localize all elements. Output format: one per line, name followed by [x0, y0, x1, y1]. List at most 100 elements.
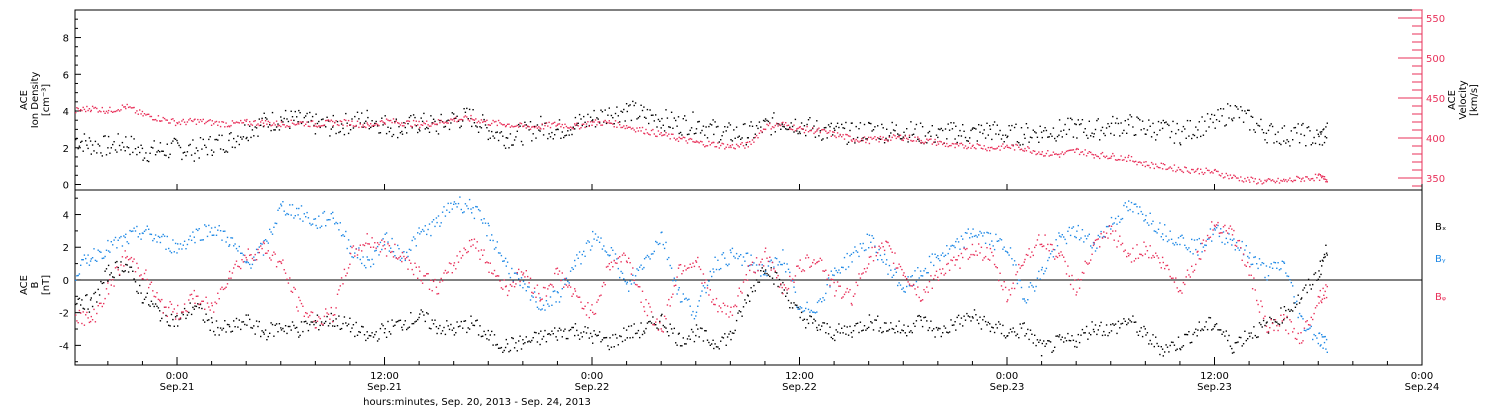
by-series-point [1218, 235, 1221, 238]
ion-density-series-point [836, 122, 839, 124]
ion-density-series-point [678, 132, 680, 135]
velocity-series-point [621, 126, 624, 129]
ion-density-series-point [800, 122, 803, 124]
by-series-point [473, 217, 476, 220]
velocity-series-point [1146, 164, 1149, 167]
velocity-series-point [1318, 179, 1321, 181]
velocity-series-point [459, 118, 461, 121]
ion-density-series-point [1075, 123, 1077, 126]
bx-series-point [1320, 273, 1322, 276]
ion-density-series-point [898, 134, 900, 136]
by-series-point [755, 264, 758, 266]
velocity-series-point [996, 147, 998, 149]
bx-series-point [983, 315, 985, 318]
velocity-series-point [802, 128, 804, 130]
bx-series-point [678, 332, 680, 334]
velocity-series-point [810, 129, 812, 132]
by-series-point [1099, 236, 1101, 238]
bx-series-point [724, 333, 726, 335]
bx-series-point [912, 322, 915, 325]
velocity-series-point [1326, 181, 1328, 183]
ion-density-series-point [335, 132, 337, 135]
bz-series-point [757, 270, 759, 272]
ion-density-series-point [1124, 120, 1126, 122]
bx-series-point [157, 307, 160, 309]
by-series-point [1039, 278, 1041, 280]
ion-density-series-point [406, 132, 408, 134]
velocity-series-point [410, 125, 412, 127]
bz-series-point [1201, 242, 1203, 245]
by-series-point [720, 267, 722, 270]
velocity-series-point [637, 130, 640, 132]
velocity-series-point [699, 140, 702, 143]
by-series-point [1088, 233, 1090, 235]
velocity-series-point [1087, 152, 1089, 154]
velocity-series-point [747, 146, 749, 148]
velocity-series-point [1074, 151, 1076, 153]
ion-density-series-point [1241, 109, 1243, 112]
by-series-point [1155, 230, 1157, 233]
bz-series-point [1233, 229, 1235, 232]
by-series-point [682, 293, 684, 295]
ion-density-series-point [614, 112, 617, 115]
ion-density-series-point [260, 124, 262, 126]
ion-density-series-point [1139, 119, 1141, 121]
bx-series-point [1318, 270, 1320, 272]
ion-density-series-point [284, 109, 287, 112]
ion-density-series-point [991, 138, 993, 141]
by-series-point [270, 231, 272, 233]
bx-series-point [1043, 340, 1045, 342]
by-series-point [1221, 241, 1223, 244]
ion-density-series-point [1019, 144, 1021, 146]
bz-series-point [1197, 250, 1199, 253]
ion-density-series-point [1173, 142, 1176, 144]
bz-series-point [1119, 235, 1121, 237]
velocity-series-point [1283, 178, 1285, 181]
bz-series-point [747, 265, 749, 267]
by-series-point [971, 236, 974, 238]
bx-series-point [1322, 260, 1324, 262]
bx-series-point [733, 332, 735, 334]
bz-series-point [1294, 337, 1297, 340]
velocity-series-point [114, 110, 117, 113]
bx-series-point [1012, 327, 1014, 329]
by-series-point [947, 252, 949, 255]
velocity-series-point [112, 111, 114, 113]
bz-series-point [964, 248, 967, 251]
velocity-series-point [1170, 167, 1173, 170]
bz-series-point [387, 243, 389, 245]
velocity-series-point [832, 131, 834, 133]
bx-series-point [621, 340, 624, 343]
velocity-series-point [1162, 163, 1164, 165]
by-series-point [334, 223, 336, 225]
ion-density-series-point [668, 126, 670, 128]
ion-density-series-point [813, 125, 815, 127]
velocity-series-point [274, 124, 276, 126]
bx-series-point [165, 314, 167, 317]
ion-density-series-point [780, 128, 782, 130]
velocity-series-point [486, 119, 488, 121]
by-series-point [1306, 328, 1308, 331]
ion-density-series-point [1221, 115, 1223, 117]
ion-density-series-point [186, 151, 189, 153]
by-series-point [659, 242, 661, 245]
by-series-point [450, 202, 452, 204]
ion-density-series-point [221, 134, 223, 137]
bz-series-point [807, 256, 810, 259]
velocity-series-point [812, 127, 814, 129]
bx-series-point [267, 335, 269, 338]
bz-series-point [443, 272, 445, 274]
bz-series-point [711, 301, 713, 303]
by-series-point [728, 263, 730, 265]
velocity-series-point [1181, 170, 1183, 172]
bx-series-point [1119, 327, 1121, 329]
by-series-point [1257, 267, 1259, 270]
velocity-series-point [271, 124, 274, 126]
by-series-point [448, 211, 451, 213]
by-series-point [436, 221, 438, 224]
velocity-series-point [1016, 144, 1019, 146]
bx-series-point [246, 324, 248, 326]
bz-series-point [1090, 259, 1092, 261]
bz-series-point [731, 314, 734, 316]
velocity-series-point [148, 113, 150, 115]
